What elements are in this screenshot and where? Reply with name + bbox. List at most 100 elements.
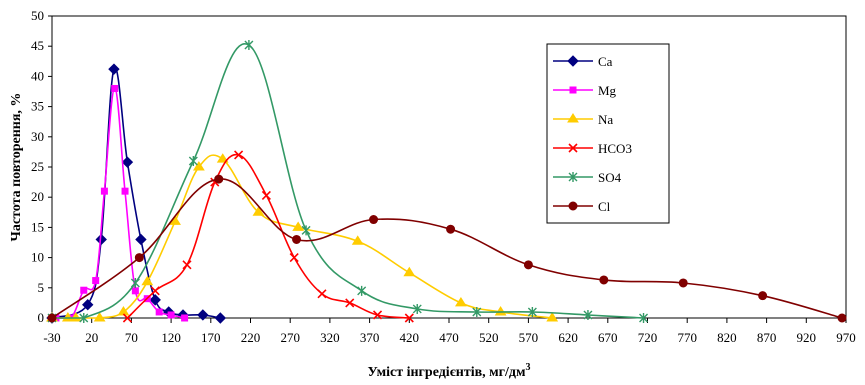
x-tick-label: 220 (241, 330, 261, 345)
data-point (108, 63, 120, 75)
data-point (412, 303, 422, 314)
y-tick-label: 50 (31, 8, 44, 23)
legend-item-mg: Mg (553, 83, 617, 98)
data-point (155, 308, 163, 316)
data-point (121, 156, 134, 168)
data-point (301, 225, 311, 236)
y-tick-label: 15 (31, 219, 44, 234)
data-point (122, 313, 132, 323)
data-point (244, 39, 254, 50)
legend-item-ca: Ca (553, 54, 613, 69)
data-point (546, 312, 559, 322)
data-point (369, 215, 379, 225)
y-tick-label: 45 (31, 38, 44, 53)
legend-label: Cl (598, 199, 611, 214)
y-tick-label: 5 (38, 280, 45, 295)
x-tick-label: 670 (598, 330, 618, 345)
data-point (289, 253, 299, 263)
data-point (494, 306, 507, 316)
x-tick-label: 270 (280, 330, 300, 345)
x-tick-label: 970 (836, 330, 856, 345)
y-tick-label: 40 (31, 68, 44, 83)
data-point (188, 155, 198, 166)
x-tick-label: 520 (479, 330, 499, 345)
data-point (758, 291, 768, 301)
data-point (80, 286, 88, 294)
series-hco3 (122, 150, 414, 323)
x-tick-label: 820 (717, 330, 737, 345)
data-point (372, 310, 383, 320)
legend-swatch-marker (568, 201, 578, 211)
data-point (472, 306, 482, 317)
x-tick-label: 120 (161, 330, 181, 345)
series-layer (46, 39, 847, 324)
data-point (111, 84, 119, 92)
legend-swatch-marker (568, 172, 578, 182)
data-point (214, 174, 224, 184)
data-point (47, 313, 57, 323)
data-point (446, 224, 456, 234)
data-point (82, 299, 94, 311)
data-point (523, 260, 533, 270)
data-point (121, 187, 129, 195)
data-point (131, 287, 139, 295)
legend-item-cl: Cl (553, 199, 611, 214)
x-axis-title-sup: 3 (526, 362, 531, 373)
y-tick-label: 25 (31, 159, 44, 174)
data-point (150, 286, 160, 296)
data-point (252, 206, 265, 216)
x-tick-label: 420 (400, 330, 420, 345)
legend-swatch-marker (567, 113, 579, 123)
x-axis-title: Уміст інгредієнтів, мг/дм3 (367, 362, 530, 380)
x-tick-label: -30 (43, 330, 60, 345)
series-cl (47, 174, 847, 323)
data-point (599, 275, 609, 285)
y-tick-label: 0 (38, 310, 45, 325)
data-point (134, 253, 144, 263)
data-point (100, 187, 108, 195)
x-tick-label: 370 (360, 330, 380, 345)
legend-label: SO4 (598, 170, 622, 185)
data-point (69, 312, 82, 322)
data-point (234, 150, 244, 160)
y-tick-label: 35 (31, 99, 44, 114)
data-point (357, 285, 367, 296)
plot-area (51, 15, 847, 319)
data-point (292, 221, 305, 231)
data-point (130, 277, 140, 288)
data-point (583, 309, 593, 320)
legend-item-hco3: HCO3 (553, 141, 632, 156)
data-point (639, 313, 649, 323)
x-tick-label: 70 (125, 330, 138, 345)
y-tick-label: 10 (31, 250, 44, 265)
data-point (192, 161, 205, 171)
legend-swatch-marker (569, 86, 577, 94)
data-point (678, 278, 688, 288)
data-point (92, 277, 100, 285)
y-axis-title: Частота повторення, % (9, 93, 24, 242)
x-axis-title-text: Уміст інгредієнтів, мг/дм (367, 365, 526, 380)
x-tick-label: 620 (558, 330, 578, 345)
x-tick-label: 20 (85, 330, 98, 345)
series-line (52, 154, 553, 319)
data-point (61, 312, 74, 322)
data-point (214, 312, 227, 324)
data-point (404, 313, 414, 323)
data-point (527, 306, 537, 317)
series-line (51, 178, 843, 319)
series-na (46, 153, 559, 322)
data-point (455, 296, 467, 307)
legend-item-so4: SO4 (553, 170, 622, 185)
data-point (292, 234, 302, 244)
data-point (167, 311, 175, 319)
data-point (93, 312, 106, 322)
x-axis: -30 20 70 120 170 220 270 320 370 420 470 520 570 620… (43, 318, 856, 345)
data-point (149, 294, 161, 306)
legend: Ca Mg Na HCO3 SO4 Cl (546, 43, 670, 224)
data-point (351, 235, 364, 245)
y-axis: 0 5 10 15 20 25 30 35 40 45 50 (31, 8, 52, 325)
x-tick-label: 170 (201, 330, 221, 345)
x-tick-label: 570 (519, 330, 539, 345)
legend-label: Ca (598, 54, 613, 69)
